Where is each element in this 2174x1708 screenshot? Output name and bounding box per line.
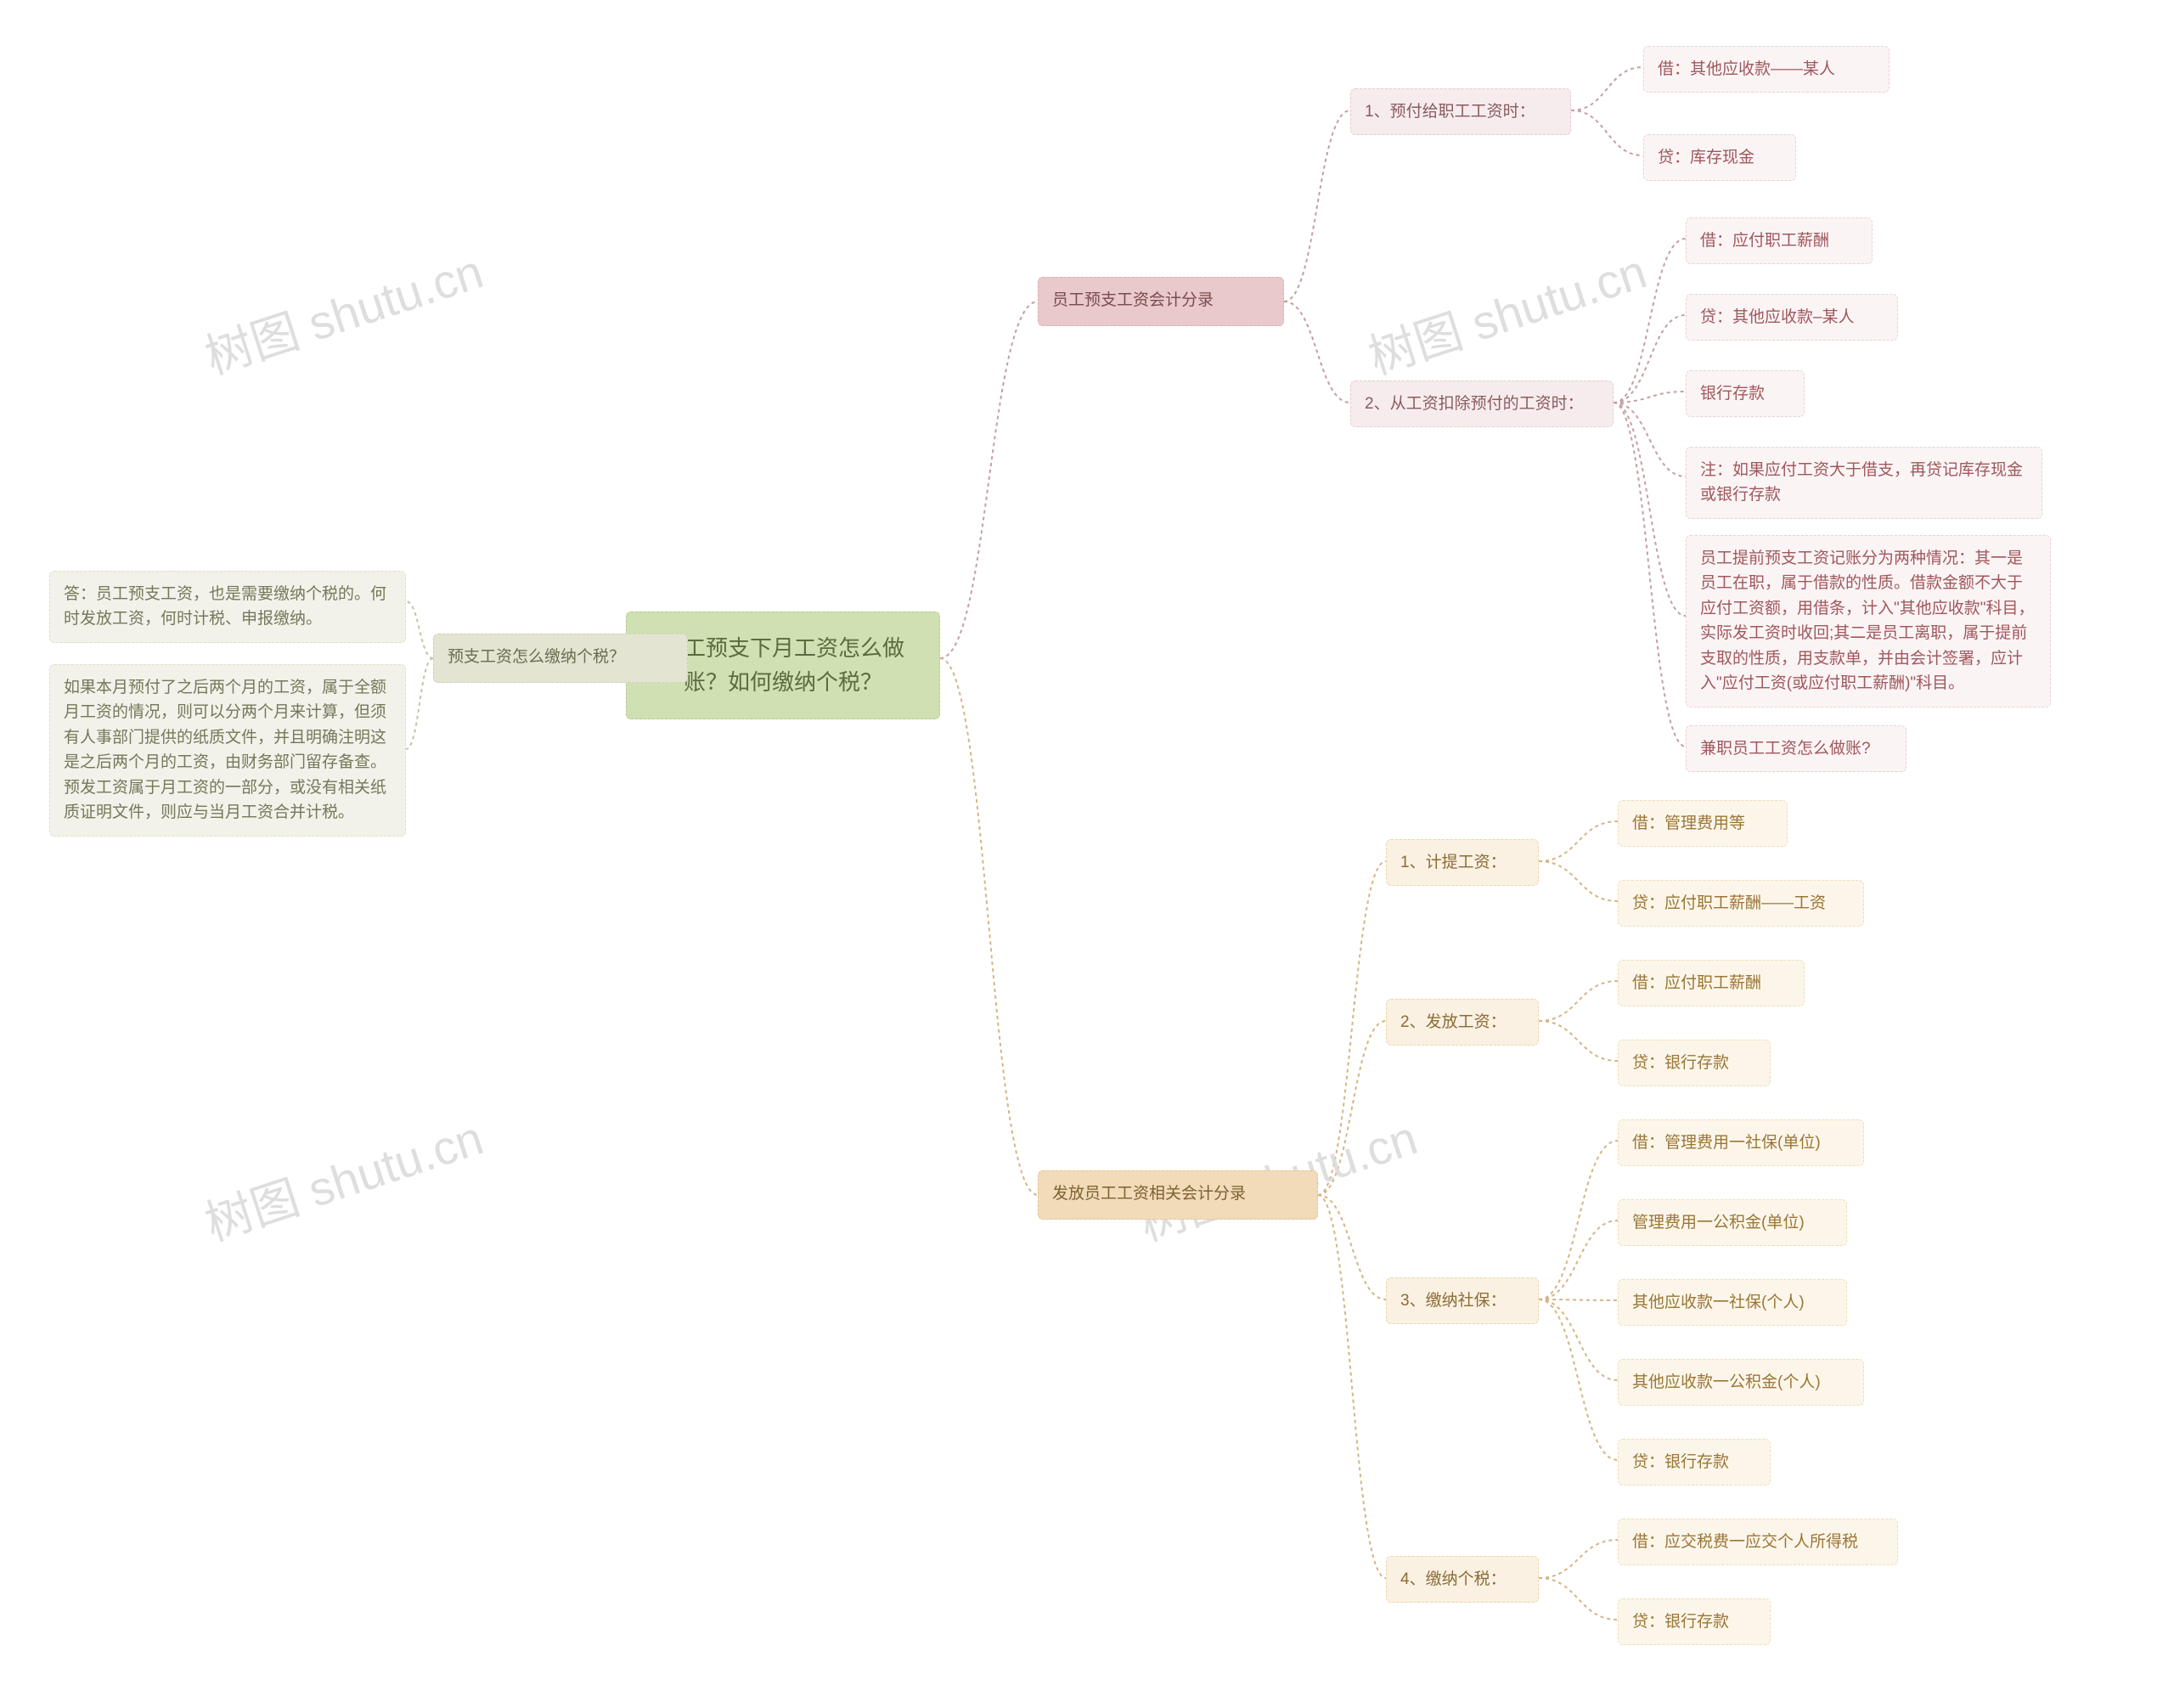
node-b2c1b: 贷：应付职工薪酬——工资: [1618, 880, 1864, 927]
watermark: 树图 shutu.cn: [1359, 234, 1654, 388]
node-b2: 发放员工工资相关会计分录: [1038, 1170, 1318, 1220]
node-b1c2e: 员工提前预支工资记账分为两种情况：其一是员工在职，属于借款的性质。借款金额不大于…: [1686, 535, 2051, 707]
node-b1c1a: 借：其他应收款——某人: [1643, 46, 1890, 93]
node-b2c1a: 借：管理费用等: [1618, 800, 1788, 847]
node-b1c2d: 注：如果应付工资大于借支，再贷记库存现金或银行存款: [1686, 447, 2042, 519]
node-b2c3e: 贷：银行存款: [1618, 1439, 1771, 1485]
node-b2c4: 4、缴纳个税：: [1386, 1556, 1539, 1603]
node-b1c1b: 贷：库存现金: [1643, 134, 1796, 181]
node-b2c3d: 其他应收款一公积金(个人): [1618, 1359, 1864, 1406]
node-b2c3a: 借：管理费用一社保(单位): [1618, 1119, 1864, 1166]
node-b2c4b: 贷：银行存款: [1618, 1598, 1771, 1645]
node-b2c2a: 借：应付职工薪酬: [1618, 960, 1805, 1006]
watermark: 树图 shutu.cn: [195, 234, 491, 388]
node-b1c2a: 借：应付职工薪酬: [1686, 217, 1873, 264]
mindmap-canvas: 树图 shutu.cn树图 shutu.cn树图 shutu.cn树图 shut…: [0, 0, 2174, 1708]
node-b1: 员工预支工资会计分录: [1038, 277, 1284, 326]
node-b2c4a: 借：应交税费一应交个人所得税: [1618, 1519, 1898, 1565]
node-b2c3c: 其他应收款一社保(个人): [1618, 1279, 1847, 1326]
node-b2c2: 2、发放工资：: [1386, 999, 1539, 1046]
node-b3c2: 如果本月预付了之后两个月的工资，属于全额月工资的情况，则可以分两个月来计算，但须…: [49, 664, 406, 837]
node-b1c1: 1、预付给职工工资时：: [1350, 88, 1571, 135]
node-b1c2b: 贷：其他应收款–某人: [1686, 294, 1898, 341]
node-b3c1: 答：员工预支工资，也是需要缴纳个税的。何时发放工资，何时计税、申报缴纳。: [49, 571, 406, 643]
watermark: 树图 shutu.cn: [195, 1100, 491, 1254]
node-b2c3: 3、缴纳社保：: [1386, 1277, 1539, 1324]
node-b2c2b: 贷：银行存款: [1618, 1040, 1771, 1086]
node-b3: 预支工资怎么缴纳个税？: [433, 634, 688, 683]
node-b1c2f: 兼职员工工资怎么做账?: [1686, 725, 1906, 772]
node-b2c1: 1、计提工资：: [1386, 839, 1539, 886]
node-b2c3b: 管理费用一公积金(单位): [1618, 1199, 1847, 1246]
node-b1c2c: 银行存款: [1686, 370, 1805, 417]
node-b1c2: 2、从工资扣除预付的工资时：: [1350, 380, 1614, 427]
